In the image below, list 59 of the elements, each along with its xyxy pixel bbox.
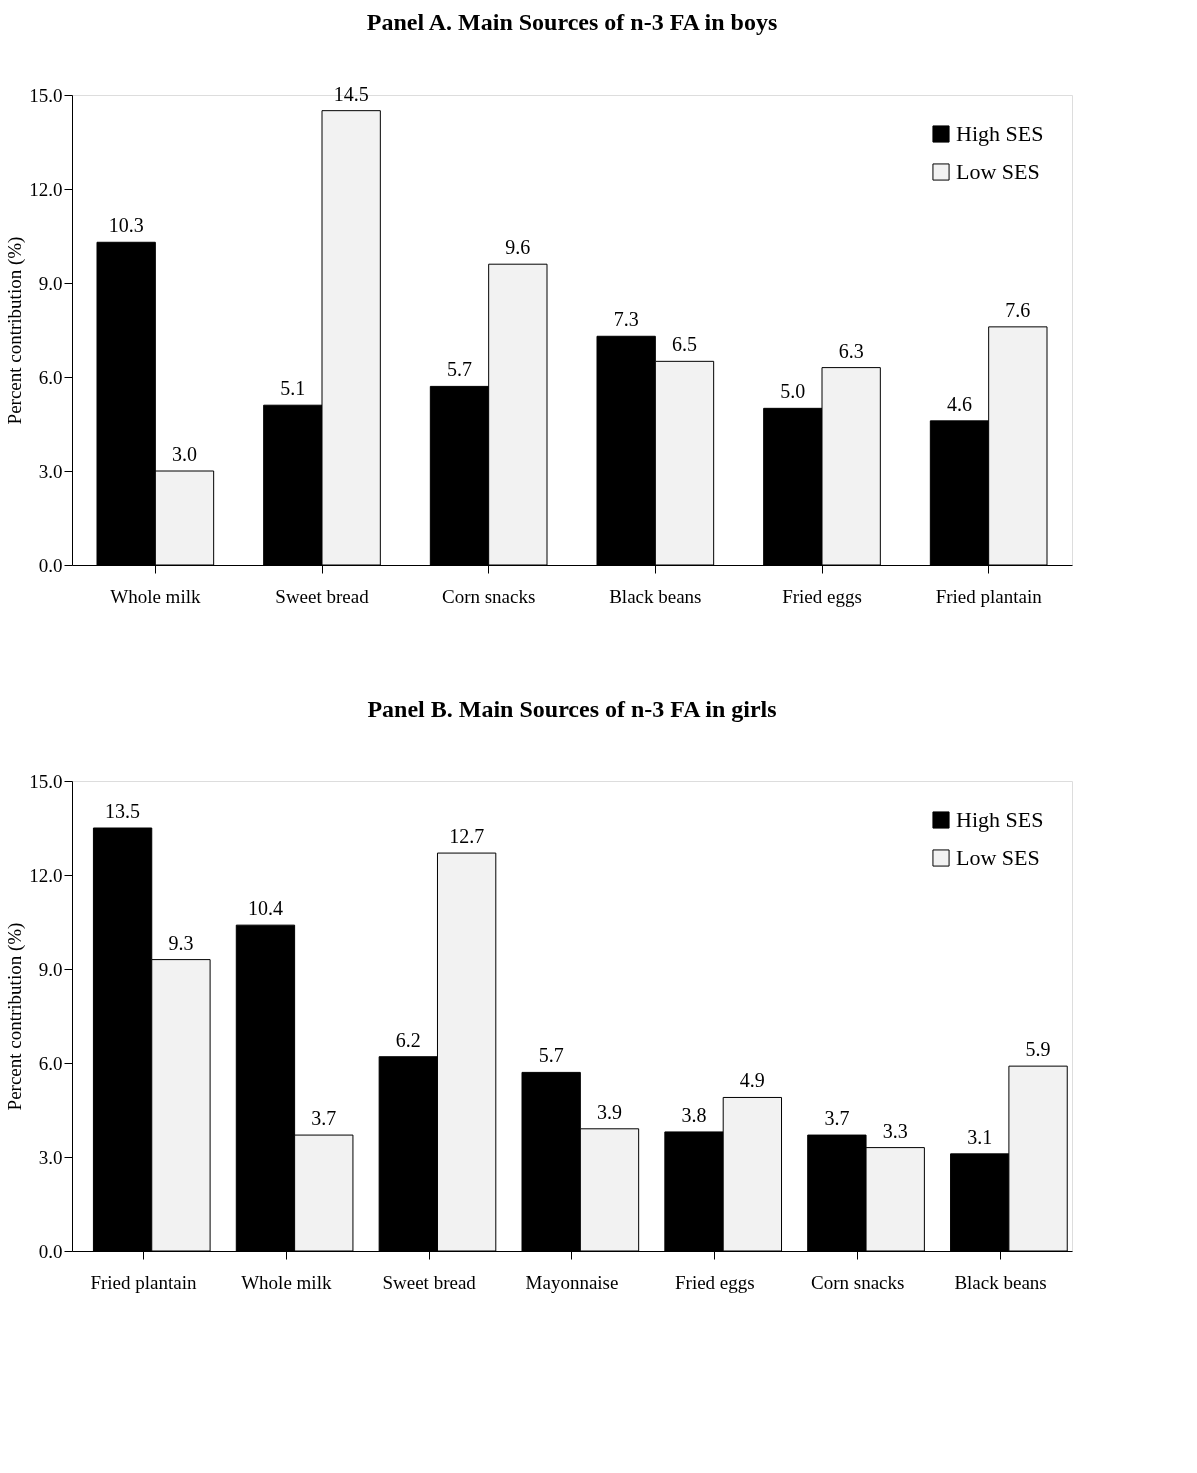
y-tick-label: 12.0 (29, 178, 63, 200)
data-label: 12.7 (449, 825, 485, 848)
data-label: 13.5 (105, 800, 141, 822)
data-label: 6.3 (838, 339, 864, 362)
x-tick-label: Whole milk (110, 585, 201, 607)
data-label: 5.9 (1025, 1038, 1051, 1061)
legend-label: Low SES (956, 845, 1040, 870)
data-label: 3.7 (311, 1107, 337, 1130)
data-label: 3.0 (172, 443, 197, 465)
x-tick-label: Fried plantain (90, 1271, 197, 1293)
y-axis-title: Percent contribution (%) (4, 236, 27, 425)
y-tick-label: 15.0 (29, 770, 63, 792)
legend-label: Low SES (956, 159, 1040, 184)
data-label: 10.3 (108, 214, 144, 237)
data-label: 4.6 (947, 392, 972, 415)
y-tick-label: 3.0 (38, 1146, 63, 1168)
data-label: 9.6 (505, 236, 531, 259)
y-tick-label: 6.0 (38, 366, 63, 388)
y-tick-label: 12.0 (29, 864, 63, 886)
x-tick-label: Black beans (609, 585, 702, 607)
data-label: 10.4 (247, 897, 283, 920)
y-tick-label: 9.0 (38, 958, 63, 980)
data-label: 9.3 (168, 931, 194, 954)
x-tick-label: Mayonnaise (525, 1271, 619, 1293)
data-label: 3.9 (597, 1100, 622, 1123)
data-label: 3.1 (967, 1125, 993, 1148)
x-tick-label: Black beans (954, 1271, 1047, 1293)
x-tick-label: Corn snacks (441, 585, 536, 607)
data-label: 5.1 (280, 377, 306, 400)
y-tick-label: 0.0 (38, 554, 63, 576)
data-label: 7.3 (613, 308, 639, 331)
x-tick-label: Sweet bread (275, 585, 370, 607)
x-tick-label: Fried plantain (935, 585, 1043, 607)
x-tick-label: Sweet bread (382, 1271, 477, 1293)
data-label: 5.7 (447, 358, 472, 381)
data-label: 6.2 (395, 1028, 421, 1051)
y-tick-label: 3.0 (38, 460, 63, 482)
y-axis-title: Percent contribution (%) (4, 922, 27, 1111)
data-label: 14.5 (333, 82, 369, 105)
x-tick-label: Fried eggs (782, 585, 862, 607)
y-tick-label: 15.0 (29, 84, 63, 106)
legend-label: High SES (956, 807, 1044, 832)
data-label: 6.5 (672, 333, 697, 356)
data-label: 3.8 (681, 1103, 707, 1126)
data-label: 5.7 (538, 1044, 564, 1067)
x-tick-label: Corn snacks (811, 1271, 905, 1293)
y-tick-label: 9.0 (38, 272, 63, 294)
data-label: 7.6 (1005, 298, 1031, 321)
y-tick-label: 0.0 (38, 1240, 63, 1262)
legend-label: High SES (956, 121, 1044, 146)
chart-title: Panel A. Main Sources of n-3 FA in boys (366, 8, 778, 35)
x-tick-label: Whole milk (241, 1271, 332, 1293)
data-label: 5.0 (780, 380, 806, 403)
chart-title: Panel B. Main Sources of n-3 FA in girls (367, 696, 777, 722)
data-label: 4.9 (739, 1069, 765, 1092)
data-label: 3.3 (882, 1119, 908, 1142)
data-label: 3.7 (824, 1107, 850, 1130)
x-tick-label: Fried eggs (675, 1271, 755, 1293)
y-tick-label: 6.0 (38, 1052, 63, 1074)
